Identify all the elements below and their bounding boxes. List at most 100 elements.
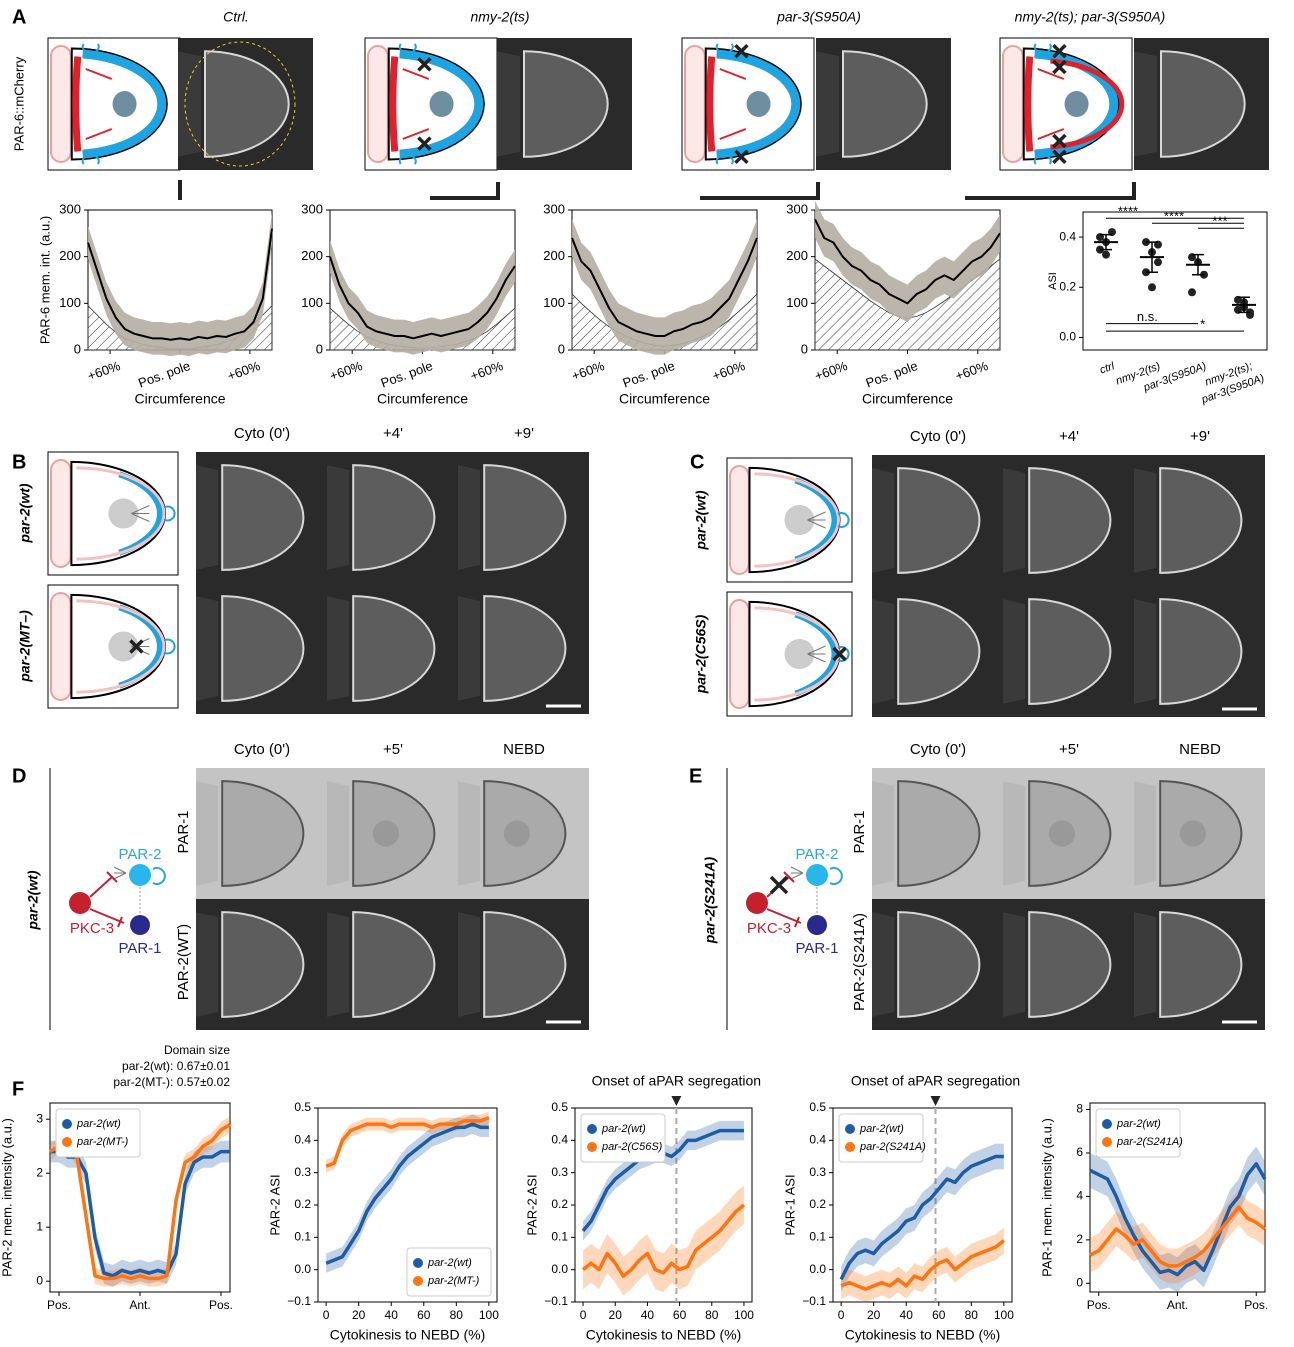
anterior-cell	[729, 599, 750, 709]
y-tick-label: 2	[36, 1165, 43, 1179]
error-band	[330, 240, 515, 355]
x-tick-label: 100	[734, 1308, 754, 1322]
x-tick-label: Pos.	[47, 1298, 71, 1312]
nucleus	[1064, 91, 1089, 117]
y-axis-label: ASI	[1047, 272, 1059, 290]
x-tick-label: +60%	[468, 358, 505, 384]
micrograph	[1003, 768, 1134, 899]
y-tick-label: 0.4	[809, 1133, 826, 1147]
y-tick-label: 200	[301, 248, 323, 263]
microtubules	[807, 645, 826, 663]
node-label: PAR-1	[795, 940, 838, 957]
x-mark	[769, 875, 789, 895]
x-mark	[734, 43, 749, 59]
micrograph	[458, 452, 589, 583]
neighbor-cell	[458, 465, 481, 570]
x-tick-label: Ant.	[129, 1298, 150, 1312]
row-label: PAR-2(S241A)	[851, 913, 868, 1011]
neighbor-cell	[872, 912, 895, 1017]
outline-guide	[184, 41, 296, 167]
cortical-flow	[1037, 68, 1065, 140]
neighbor-cell	[1003, 468, 1026, 573]
y-tick-label: −0.1	[802, 1294, 826, 1308]
y-tick-label: 0.0	[551, 1262, 568, 1276]
micrograph	[1003, 455, 1134, 586]
inner-pink	[76, 599, 166, 694]
y-tick-label: 200	[543, 248, 565, 263]
micrograph	[1134, 586, 1265, 717]
legend-box	[1095, 1108, 1181, 1158]
row-label: PAR-1	[175, 810, 192, 853]
y-tick-label: 4	[1076, 1189, 1083, 1203]
x-axis-label: Circumference	[377, 391, 468, 407]
legend-label: par-2(MT-)	[427, 1275, 480, 1287]
neighbor-cell	[327, 465, 350, 570]
embryo	[204, 50, 290, 158]
micrograph	[497, 38, 632, 170]
neighbor-cell	[178, 51, 201, 157]
y-tick-label: 0.5	[551, 1100, 568, 1114]
significance-label: *	[1200, 317, 1205, 332]
embryo	[842, 50, 928, 158]
embryo	[897, 467, 981, 574]
x-axis-label: Cytokinesis to NEBD (%)	[845, 1327, 1001, 1343]
y-tick-label: 100	[301, 295, 323, 310]
error-band	[326, 1111, 489, 1173]
legend-label: par-2(wt)	[1116, 1118, 1161, 1130]
y-tick-label: 0.4	[551, 1133, 568, 1147]
micrograph	[327, 899, 458, 1030]
genotype-label: par-2(wt)	[25, 870, 41, 930]
anterior-cell	[1002, 45, 1024, 163]
micrograph	[816, 38, 951, 170]
legend-label: par-2(wt)	[859, 1123, 904, 1135]
micrograph	[1003, 586, 1134, 717]
image-label: PAR-6::mCherry	[11, 56, 26, 151]
y-tick-label: 0.5	[294, 1100, 311, 1114]
micrograph	[872, 768, 1003, 899]
x-tick-label: +60%	[570, 358, 607, 384]
embryo	[483, 464, 567, 571]
legend-box	[838, 1113, 924, 1163]
anterior-cell	[729, 465, 750, 575]
posterior-cap	[82, 49, 167, 159]
x-tick-label: 20	[352, 1308, 366, 1322]
time-label: Cyto (0')	[910, 741, 966, 758]
sem-bar	[1146, 241, 1158, 273]
data-point	[1148, 283, 1156, 292]
posterior-cap	[399, 49, 484, 159]
embryo	[1028, 467, 1112, 574]
embryo	[221, 780, 305, 887]
x-axis-label: Cytokinesis to NEBD (%)	[586, 1327, 742, 1343]
y-tick-label: 0	[74, 341, 81, 356]
embryo	[1159, 911, 1243, 1018]
nucleus	[372, 820, 400, 847]
microtubules	[790, 866, 804, 880]
embryo	[897, 598, 981, 705]
y-tick-label: 200	[59, 248, 81, 263]
embryo	[352, 595, 436, 702]
anterior-cell	[50, 459, 72, 568]
neighbor-cell	[196, 465, 219, 570]
y-tick-label: 0.0	[1059, 330, 1076, 344]
x-tick-label: +60%	[813, 358, 850, 384]
legend-label: par-2(S241A)	[1116, 1136, 1183, 1148]
panel-letter: A	[12, 6, 26, 28]
x-tick-label: ctrl	[1098, 360, 1116, 376]
micrograph	[196, 452, 327, 583]
neighbor-cell	[327, 781, 350, 886]
condition-label: nmy-2(ts); par-3(S950A)	[1015, 9, 1166, 25]
micrograph	[327, 452, 458, 583]
embryo	[221, 464, 305, 571]
y-axis-label: PAR-2 ASI	[267, 1174, 282, 1235]
y-tick-label: 0.2	[809, 1197, 826, 1211]
y-tick-label: 0	[1076, 1275, 1083, 1289]
series-line	[325, 1116, 490, 1168]
neighbor-cell	[1134, 912, 1157, 1017]
pkc3-node	[69, 892, 91, 914]
micrograph	[327, 768, 458, 899]
x-axis-label: Circumference	[134, 391, 225, 407]
nucleus	[503, 820, 531, 847]
x-tick-label: +60%	[225, 358, 262, 384]
nucleus	[784, 505, 815, 535]
